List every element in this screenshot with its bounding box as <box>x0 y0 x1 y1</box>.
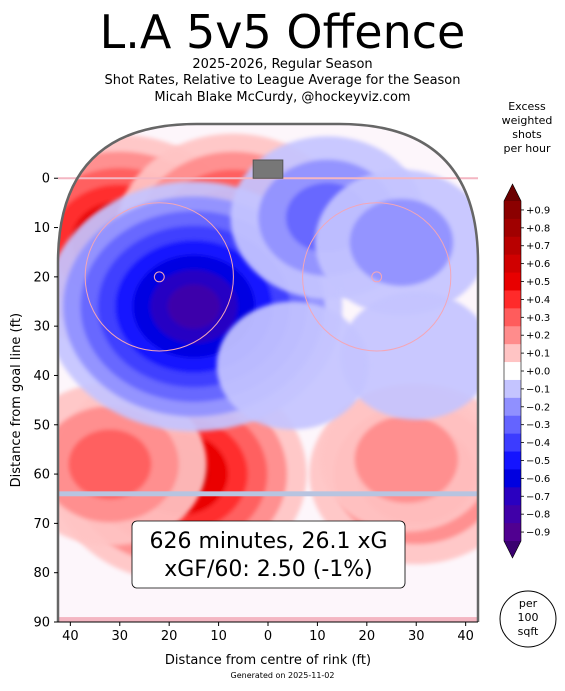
x-axis-label: Distance from centre of rink (ft) <box>165 653 371 668</box>
colorbar-segment <box>504 326 521 345</box>
heat-hotspot <box>340 291 478 420</box>
chart-subtitle-author: Micah Blake McCurdy, @hockeyviz.com <box>154 90 411 105</box>
unit-line: 100 <box>518 611 539 624</box>
colorbar-segment <box>504 362 521 381</box>
y-tick-label: 90 <box>33 616 50 631</box>
y-tick-label: 80 <box>33 566 50 581</box>
colorbar-segment <box>504 487 521 506</box>
colorbar-title-line: weighted <box>501 114 553 127</box>
colorbar-tick-label: +0.6 <box>526 259 550 270</box>
unit-line: sqft <box>518 625 539 638</box>
colorbar-tick-label: +0.7 <box>526 241 550 252</box>
colorbar-segment <box>504 344 521 363</box>
x-tick-label: 20 <box>161 629 178 644</box>
faceoff-dot <box>153 271 165 283</box>
colorbar-segment <box>504 290 521 309</box>
goal-net <box>252 159 284 179</box>
y-tick-label: 40 <box>33 369 50 384</box>
x-tick-label: 30 <box>111 629 128 644</box>
chart-subtitle-description: Shot Rates, Relative to League Average f… <box>104 73 461 88</box>
heat-hotspot <box>216 301 369 430</box>
y-tick-label: 20 <box>33 270 50 285</box>
colorbar-title-line: shots <box>512 128 542 141</box>
colorbar-segment <box>504 433 521 453</box>
x-tick-label: 10 <box>210 629 227 644</box>
colorbar-extend-top <box>504 184 521 201</box>
colorbar-tick-label: +0.5 <box>526 277 550 288</box>
colorbar-segment <box>504 379 521 399</box>
faceoff-circle <box>302 202 452 352</box>
generated-note: Generated on 2025-11-02 <box>230 671 335 680</box>
chart-subtitle-season: 2025-2026, Regular Season <box>192 57 373 72</box>
summary-box <box>131 520 406 589</box>
colorbar-segment <box>504 236 521 256</box>
colorbar-tick-label: −0.3 <box>526 420 550 431</box>
colorbar-segment <box>504 415 521 435</box>
heat-hotspot <box>315 169 478 316</box>
heat-contour <box>340 291 478 420</box>
faceoff-dot <box>371 271 383 283</box>
y-tick-label: 70 <box>33 517 50 532</box>
y-tick-label: 60 <box>33 468 50 483</box>
heat-contour <box>216 301 369 430</box>
colorbar-tick-label: −0.8 <box>526 510 550 521</box>
colorbar-segment <box>504 254 521 274</box>
colorbar-segment <box>504 201 521 220</box>
colorbar-segment <box>504 469 521 488</box>
heat-contour <box>349 198 454 286</box>
unit-badge <box>499 590 557 648</box>
colorbar-tick-label: +0.9 <box>526 205 550 216</box>
chart-title: L.A 5v5 Offence <box>99 5 466 59</box>
x-tick-label: 20 <box>359 629 376 644</box>
rink-boards <box>56 122 480 622</box>
y-tick-label: 50 <box>33 418 50 433</box>
colorbar-tick-label: +0.4 <box>526 295 550 306</box>
x-tick-label: 40 <box>457 629 474 644</box>
heat-contour <box>167 284 221 329</box>
colorbar-segment <box>504 308 521 327</box>
colorbar-segment <box>504 523 521 542</box>
x-tick-label: 0 <box>264 629 272 644</box>
y-tick-label: 10 <box>33 221 50 236</box>
centre-line <box>58 617 478 623</box>
colorbar-segment <box>504 218 521 238</box>
colorbar-tick-label: +0.2 <box>526 331 550 342</box>
colorbar-segment <box>504 451 521 470</box>
y-tick-label: 30 <box>33 320 50 335</box>
colorbar-tick-label: +0.3 <box>526 313 550 324</box>
y-tick-label: 0 <box>42 172 50 187</box>
summary-minutes-xg: 626 minutes, 26.1 xG <box>149 529 387 554</box>
colorbar-tick-label: −0.6 <box>526 474 550 485</box>
colorbar-segment <box>504 505 521 524</box>
colorbar-tick-label: −0.5 <box>526 456 550 467</box>
unit-line: per <box>519 597 538 610</box>
colorbar-extend-bottom <box>504 541 521 558</box>
colorbar-tick-label: +0.1 <box>526 349 550 360</box>
colorbar-segment <box>504 397 521 417</box>
y-axis-label: Distance from goal line (ft) <box>9 313 24 487</box>
summary-xgf60: xGF/60: 2.50 (-1%) <box>164 557 373 582</box>
colorbar-outline <box>503 183 522 559</box>
colorbar-segment <box>504 272 521 291</box>
colorbar-tick-label: +0.8 <box>526 223 550 234</box>
heat-contour <box>68 429 152 500</box>
blue-line <box>58 491 478 497</box>
colorbar-tick-label: −0.9 <box>526 528 550 539</box>
colorbar-tick-label: −0.1 <box>526 384 550 395</box>
colorbar-tick-label: −0.4 <box>526 438 550 449</box>
x-tick-label: 10 <box>309 629 326 644</box>
colorbar-tick-label: +0.0 <box>526 367 550 378</box>
colorbar-title-line: per hour <box>503 142 551 155</box>
faceoff-circle <box>84 202 234 352</box>
heat-contour <box>354 415 459 503</box>
colorbar-tick-label: −0.7 <box>526 492 550 503</box>
x-tick-label: 40 <box>62 629 79 644</box>
colorbar-title-line: Excess <box>508 100 546 113</box>
colorbar-tick-label: −0.2 <box>526 402 550 413</box>
x-tick-label: 30 <box>408 629 425 644</box>
